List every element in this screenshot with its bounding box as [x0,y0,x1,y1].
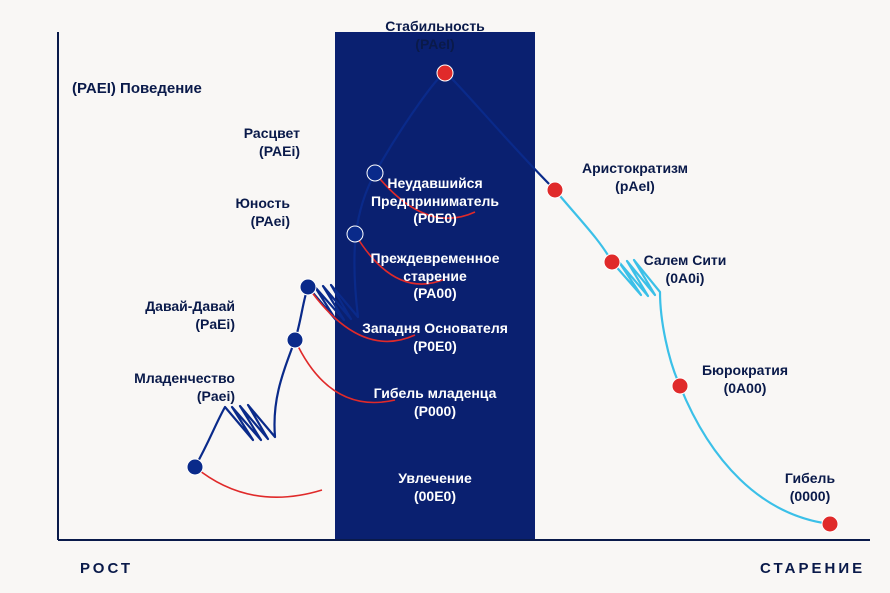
salemcity-label: Салем Сити(0A0i) [644,252,727,287]
gogo-label: Давай-Давай(PaEi) [145,298,235,333]
fail-entrepreneur-line3: (P0E0) [371,210,499,228]
fail-infantdeath-line2: (P000) [374,403,497,421]
stable-label: Стабильность(PAeI) [385,18,485,53]
fail-entrepreneur: НеудавшийсяПредприниматель(P0E0) [371,175,499,228]
bureaucracy-label-line2: (0A00) [702,380,788,398]
lifecycle-chart: (PAEI) Поведение РОСТ СТАРЕНИЕ Расцвет(P… [0,0,890,593]
salemcity-label-line1: Салем Сити [644,252,727,270]
aristocracy-label-line1: Аристократизм [582,160,688,178]
fail-foundertrap-line1: Западня Основателя [362,320,508,338]
stable-label-line2: (PAeI) [385,36,485,54]
fail-entrepreneur-line2: Предприниматель [371,193,499,211]
prime-label-line2: (PAEi) [244,143,300,161]
aristocracy-label-line2: (pAeI) [582,178,688,196]
stable-label-line1: Стабильность [385,18,485,36]
fail-affair: Увлечение(00E0) [398,470,472,505]
point-adolescence [347,226,363,242]
fail-infantdeath: Гибель младенца(P000) [374,385,497,420]
point-infancy [287,332,303,348]
prime-label-line1: Расцвет [244,125,300,143]
point-death [822,516,838,532]
infancy-label: Младенчество(Paei) [134,370,235,405]
death-label: Гибель(0000) [785,470,835,505]
infancy-label-line2: (Paei) [134,388,235,406]
point-salemcity [604,254,620,270]
gogo-label-line1: Давай-Давай [145,298,235,316]
fail-affair-line1: Увлечение [398,470,472,488]
fail-premature-line3: (PA00) [371,285,500,303]
fail-premature: Преждевременноестарение(PA00) [371,250,500,303]
gogo-label-line2: (PaEi) [145,316,235,334]
fail-arc-0 [195,467,322,497]
aristocracy-label: Аристократизм(pAeI) [582,160,688,195]
death-label-line1: Гибель [785,470,835,488]
point-gogo [300,279,316,295]
fail-foundertrap: Западня Основателя(P0E0) [362,320,508,355]
bureaucracy-label-line1: Бюрократия [702,362,788,380]
adolescence-label-line2: (PAei) [235,213,290,231]
adolescence-label: Юность(PAei) [235,195,290,230]
axis-label-growth: РОСТ [80,560,133,577]
fail-infantdeath-line1: Гибель младенца [374,385,497,403]
prime-label: Расцвет(PAEi) [244,125,300,160]
axis-label-aging: СТАРЕНИЕ [760,560,865,577]
bureaucracy-label: Бюрократия(0A00) [702,362,788,397]
adolescence-label-line1: Юность [235,195,290,213]
fail-premature-line2: старение [371,268,500,286]
point-bureaucracy [672,378,688,394]
point-stable [437,65,453,81]
salemcity-label-line2: (0A0i) [644,270,727,288]
fail-entrepreneur-line1: Неудавшийся [371,175,499,193]
point-courtship [187,459,203,475]
point-aristocracy [547,182,563,198]
fail-foundertrap-line2: (P0E0) [362,338,508,356]
fail-affair-line2: (00E0) [398,488,472,506]
fail-premature-line1: Преждевременное [371,250,500,268]
infancy-label-line1: Младенчество [134,370,235,388]
death-label-line2: (0000) [785,488,835,506]
